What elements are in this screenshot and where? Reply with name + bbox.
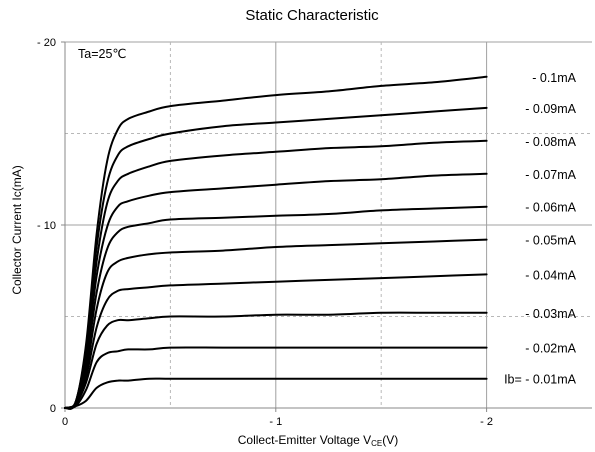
series-line (64, 172, 488, 410)
series-line (64, 273, 488, 409)
series-line (64, 238, 488, 410)
series-line (64, 205, 488, 410)
x-tick-label: - 1 (269, 416, 282, 428)
x-axis-label-subscript: CE (371, 439, 382, 448)
series-label: - 0.02mA (525, 342, 576, 356)
series-label: - 0.1mA (532, 71, 576, 85)
y-axis-label: Collector Current Ic(mA) (10, 165, 24, 294)
curve-labels: - 0.1mA - 0.09mA - 0.08mA - 0.07mA - 0.06mA -… (504, 71, 577, 387)
y-tick-label: 0 (50, 403, 56, 415)
series-label: - 0.03mA (525, 307, 576, 321)
series-label: - 0.09mA (525, 102, 576, 116)
curves (64, 75, 488, 410)
y-tick-label: - 20 (37, 37, 56, 49)
series-label: Ib= - 0.01mA (504, 373, 577, 387)
series-label: - 0.05mA (525, 234, 576, 248)
series-label: - 0.08mA (525, 135, 576, 149)
series-line (64, 311, 488, 409)
axes (61, 41, 592, 412)
grid-lines (65, 41, 592, 408)
series-label: - 0.07mA (525, 168, 576, 182)
chart-title: Static Characteristic (245, 7, 379, 24)
series-label: - 0.06mA (525, 201, 576, 215)
y-tick-label: - 10 (37, 220, 56, 232)
x-axis-label-unit: (V) (382, 433, 398, 447)
series-line (64, 377, 488, 409)
temperature-annotation: Ta=25℃ (78, 47, 126, 61)
x-tick-label: - 2 (480, 416, 493, 428)
x-axis-label: Collect-Emitter Voltage VCE(V) (238, 433, 399, 448)
tick-labels: 0- 1- 20- 10- 20 (37, 37, 493, 428)
x-axis-label-main: Collect-Emitter Voltage V (238, 433, 371, 447)
series-line (64, 346, 488, 410)
x-tick-label: 0 (62, 416, 68, 428)
series-label: - 0.04mA (525, 268, 576, 282)
